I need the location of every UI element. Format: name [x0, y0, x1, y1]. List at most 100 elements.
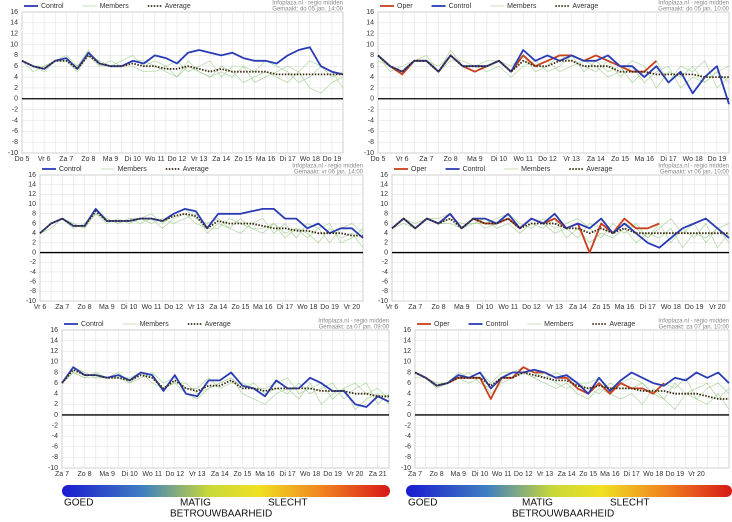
- y-tick-label: -10: [8, 150, 18, 157]
- made-note: Gemaakt: za 07 jan. 09:00: [319, 325, 390, 331]
- x-tick-label: Zo 8: [430, 471, 444, 478]
- source-note: Infoplaza.nl - regio midden: [658, 164, 729, 170]
- x-tick-label: Vr 6: [38, 156, 51, 163]
- y-tick-label: -6: [368, 128, 374, 135]
- reliability-title: BETROUWBAARHEID: [512, 509, 614, 520]
- y-tick-label: 0: [407, 412, 411, 419]
- y-tick-label: 16: [28, 172, 36, 179]
- member-line: [21, 55, 344, 83]
- legend-label: Members: [544, 321, 574, 328]
- x-tick-label: Ma 16: [615, 304, 635, 311]
- x-tick-label: Di 17: [639, 304, 655, 311]
- y-tick-label: 2: [407, 401, 411, 408]
- y-tick-label: -8: [382, 288, 388, 295]
- y-tick-label: -8: [30, 288, 36, 295]
- x-tick-label: Za 7: [408, 471, 422, 478]
- y-tick-label: 6: [384, 220, 388, 227]
- plot-area: [377, 11, 730, 154]
- y-tick-label: 16: [366, 9, 374, 16]
- x-tick-label: Di 17: [623, 471, 639, 478]
- member-line: [391, 218, 730, 249]
- member-line: [21, 55, 344, 94]
- x-tick-label: Vr 13: [188, 304, 205, 311]
- x-tick-label: Do 12: [522, 304, 541, 311]
- x-tick-label: Wo 18: [661, 304, 681, 311]
- y-tick-label: -2: [368, 106, 374, 113]
- x-tick-label: Do 19: [323, 156, 342, 163]
- reliability-title: BETROUWBAARHEID: [170, 509, 272, 520]
- y-tick-label: 4: [54, 391, 58, 398]
- chart-panel: Za 7 Zo 8 Ma 9 Di 10 Wo 11 Do 12 Vr 13 Za 14 Zo …: [48, 319, 390, 478]
- x-tick-label: Di 17: [660, 156, 676, 163]
- x-tick-label: Di 17: [279, 471, 295, 478]
- reliability-bar: [62, 485, 390, 497]
- member-line: [61, 366, 390, 400]
- y-tick-label: -6: [52, 444, 58, 451]
- x-tick-label: Vr 13: [189, 471, 206, 478]
- member-line: [415, 372, 730, 400]
- x-tick-label: Zo 8: [431, 304, 445, 311]
- y-tick-label: 8: [370, 52, 374, 59]
- member-line: [61, 372, 390, 405]
- x-tick-label: Do 19: [708, 156, 727, 163]
- y-tick-label: -4: [30, 269, 36, 276]
- chart-panel: Do 5 Vr 6 Za 7 Zo 8 Ma 9 Di 10 Wo 11 Do 12 Vr 13…: [364, 1, 730, 163]
- series-line: [39, 208, 364, 239]
- x-tick-label: Zo 15: [234, 156, 252, 163]
- y-tick-label: 6: [370, 63, 374, 70]
- x-tick-label: Wo 11: [142, 471, 162, 478]
- y-tick-label: -6: [30, 278, 36, 285]
- x-tick-label: Ma 9: [454, 304, 470, 311]
- y-tick-label: 8: [14, 52, 18, 59]
- x-tick-label: Ma 16: [256, 156, 276, 163]
- y-tick-label: 14: [380, 182, 388, 189]
- y-tick-label: 16: [380, 172, 388, 179]
- y-tick-label: 4: [14, 74, 18, 81]
- x-tick-label: Za 7: [408, 304, 422, 311]
- x-tick-label: Di 10: [121, 471, 137, 478]
- y-tick-label: -10: [364, 150, 374, 157]
- series-line: [21, 54, 343, 76]
- source-note: Infoplaza.nl - regio midden: [272, 1, 343, 7]
- y-tick-label: -2: [52, 422, 58, 429]
- x-tick-label: Do 5: [371, 156, 386, 163]
- y-tick-label: 10: [366, 41, 374, 48]
- x-tick-label: Zo 8: [78, 304, 92, 311]
- reliability-bar: [406, 485, 732, 497]
- legend-label: Members: [140, 321, 170, 328]
- reliability-label: SLECHT: [268, 498, 307, 509]
- y-tick-label: -8: [52, 454, 58, 461]
- series-line: [377, 49, 730, 105]
- made-note: Gemaakt: vr 06 jan. 10:00: [660, 170, 730, 176]
- x-tick-label: Za 21: [369, 471, 387, 478]
- reliability-label: MATIG: [522, 498, 553, 509]
- x-tick-label: Za 14: [209, 304, 227, 311]
- x-tick-label: Za 14: [558, 471, 576, 478]
- plot-area: [391, 174, 730, 302]
- x-tick-label: Di 10: [121, 304, 137, 311]
- y-tick-label: -8: [405, 454, 411, 461]
- y-tick-label: -2: [12, 106, 18, 113]
- y-tick-label: -6: [12, 128, 18, 135]
- y-tick-label: 8: [32, 211, 36, 218]
- y-tick-label: 6: [32, 220, 36, 227]
- x-tick-label: Zo 8: [81, 156, 95, 163]
- y-tick-label: 6: [54, 380, 58, 387]
- y-tick-label: 0: [384, 249, 388, 256]
- x-tick-label: Za 7: [55, 304, 69, 311]
- y-tick-label: 12: [28, 191, 36, 198]
- y-tick-label: 4: [370, 74, 374, 81]
- x-tick-label: Do 12: [168, 156, 187, 163]
- y-tick-label: 10: [380, 201, 388, 208]
- made-note: Gemaakt: vr 06 jan. 14:00: [294, 170, 364, 176]
- chart-panel: Vr 6 Za 7 Zo 8 Ma 9 Di 10 Wo 11 Do 12 Vr 13 Za 1…: [26, 164, 364, 311]
- y-tick-label: 10: [403, 359, 411, 366]
- made-note: Gemaakt: za 07 jan. 10:00: [659, 325, 730, 331]
- x-tick-label: Za 7: [59, 156, 73, 163]
- x-tick-label: Zo 8: [78, 471, 92, 478]
- y-tick-label: -6: [382, 278, 388, 285]
- legend-label: Average: [609, 321, 635, 328]
- x-tick-label: Ma 16: [253, 304, 273, 311]
